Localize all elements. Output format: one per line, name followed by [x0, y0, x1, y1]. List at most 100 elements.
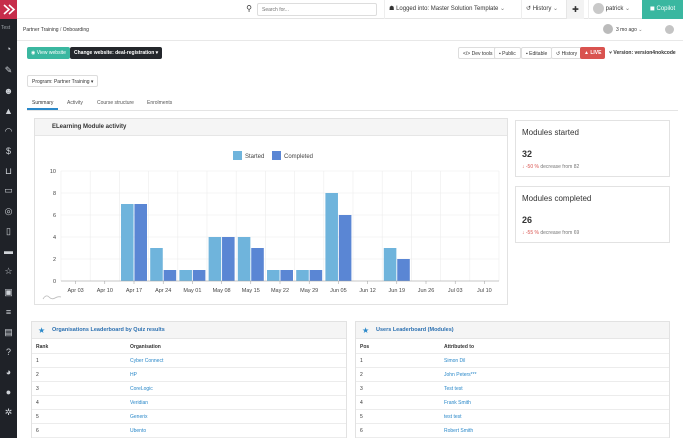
- time-ago-dropdown[interactable]: 3 mo ago ⌄: [616, 19, 642, 41]
- x-tick-label: May 08: [213, 288, 231, 294]
- x-tick-label: Jun 05: [330, 288, 347, 294]
- public-button[interactable]: ▪ Public: [494, 47, 521, 59]
- tab-course-structure[interactable]: Course structure: [97, 100, 134, 106]
- name-link[interactable]: Robert Smith: [444, 428, 474, 434]
- name-link[interactable]: John Peters***: [444, 372, 477, 378]
- tab-enrolments[interactable]: Enrolments: [147, 100, 173, 106]
- document-icon[interactable]: ▤: [4, 327, 13, 337]
- chat-icon[interactable]: ●: [5, 387, 12, 397]
- name-link[interactable]: Generix: [130, 414, 148, 420]
- x-tick-label: May 01: [183, 288, 201, 294]
- stat-change-note: decrease from 69: [540, 230, 580, 236]
- table-row: 6 Ubento: [32, 424, 346, 438]
- breadcrumb-current[interactable]: Onboarding: [62, 27, 89, 33]
- breadcrumb-root[interactable]: Partner Training: [23, 27, 59, 33]
- name-link[interactable]: Cyber Connect: [130, 358, 164, 364]
- users-leaderboard-header: ★ Users Leaderboard (Modules): [356, 322, 669, 339]
- cart-icon[interactable]: ⊔: [4, 166, 13, 176]
- help-icon[interactable]: ?: [5, 347, 11, 357]
- x-tick-label: Apr 17: [126, 288, 142, 294]
- id-card-icon[interactable]: ▭: [4, 185, 13, 195]
- name-link[interactable]: test test: [444, 414, 462, 420]
- range-selector-sparkline: [42, 295, 62, 300]
- add-user-icon[interactable]: ✚: [566, 0, 584, 19]
- chevron-down-icon: ⌄: [500, 6, 506, 12]
- rank-cell: 4: [36, 400, 39, 406]
- gift-icon[interactable]: ▣: [4, 287, 13, 297]
- name-link[interactable]: Simon Dil: [444, 358, 466, 364]
- monitor-icon[interactable]: ▬: [4, 246, 13, 256]
- y-tick-label: 2: [53, 257, 56, 263]
- org-leaderboard-title: Organisations Leaderboard by Quiz result…: [52, 327, 165, 333]
- clock-icon[interactable]: [603, 24, 613, 34]
- live-badge[interactable]: ▲ LIVE: [580, 47, 606, 59]
- rss-icon[interactable]: ◠: [4, 126, 13, 136]
- search-input[interactable]: [257, 3, 377, 16]
- bar-completed: [338, 215, 352, 281]
- name-link[interactable]: Ubento: [130, 428, 147, 434]
- breadcrumb-bar: Partner Training / Onboarding 3 mo ago ⌄: [17, 19, 683, 41]
- history-button[interactable]: ↺ History: [551, 47, 583, 59]
- pie-chart-icon[interactable]: ◕: [5, 367, 12, 377]
- table-row: 1 Cyber Connect: [32, 354, 346, 368]
- bar-started: [267, 270, 280, 281]
- settings-icon[interactable]: ✲: [4, 407, 13, 417]
- y-tick-label: 4: [53, 235, 56, 241]
- users-leaderboard-panel: ★ Users Leaderboard (Modules) Pos Attrib…: [355, 321, 670, 438]
- program-select[interactable]: Program: Partner Training ▾: [27, 75, 99, 87]
- rank-cell: 3: [36, 386, 39, 392]
- stat-change-pct: -50 %: [525, 164, 539, 170]
- users-icon[interactable]: ☻: [3, 86, 14, 96]
- bar-completed: [163, 270, 177, 281]
- brand-logo-icon[interactable]: [0, 0, 17, 19]
- rank-cell: 1: [360, 358, 363, 364]
- info-icon[interactable]: [665, 25, 674, 34]
- workspace-selector[interactable]: ☗ Logged into: Master Solution Template …: [384, 0, 531, 19]
- breadcrumb-separator: /: [59, 27, 63, 33]
- support-icon[interactable]: ◎: [4, 206, 13, 216]
- name-link[interactable]: HP: [130, 372, 137, 378]
- history-dropdown[interactable]: ↺ History ⌄: [521, 0, 571, 19]
- name-link[interactable]: CoreLogic: [130, 386, 153, 392]
- table-row: 4 Veridian: [32, 396, 346, 410]
- table-row: 3 Test test: [356, 382, 669, 396]
- x-tick-label: Jul 10: [477, 288, 492, 294]
- test-badge: Test: [1, 25, 11, 31]
- user-name: patrick: [605, 6, 624, 12]
- name-link[interactable]: Frank Smith: [444, 400, 471, 406]
- database-icon[interactable]: ≡: [5, 307, 12, 317]
- clipboard-icon[interactable]: ▯: [6, 226, 11, 236]
- bar-completed: [280, 270, 293, 281]
- graduation-cap-icon[interactable]: ▲: [4, 106, 13, 116]
- editable-label: Editable: [529, 51, 548, 57]
- version-selector[interactable]: ⑂ Version: version4nokcode: [605, 47, 680, 59]
- x-tick-label: Apr 24: [155, 288, 171, 294]
- edit-icon[interactable]: ✎: [4, 65, 13, 75]
- search-icon[interactable]: ⚲: [246, 4, 252, 13]
- user-menu[interactable]: patrick ⌄: [588, 0, 648, 19]
- copilot-button[interactable]: ◼ Copilot: [642, 0, 683, 19]
- name-link[interactable]: Test test: [444, 386, 463, 392]
- editable-button[interactable]: ▪ Editable: [521, 47, 553, 59]
- x-tick-label: Apr 03: [67, 288, 83, 294]
- dev-tools-button[interactable]: </> Dev tools: [458, 47, 498, 59]
- down-arrow-icon: ↓: [522, 164, 525, 170]
- column-header: Attributed to: [444, 344, 474, 350]
- tab-summary[interactable]: Summary: [27, 96, 59, 110]
- stat-change: ↓ -50 % decrease from 82: [522, 164, 579, 170]
- stat-value: 26: [522, 215, 533, 225]
- tab-activity[interactable]: Activity: [67, 100, 83, 106]
- dashboard-icon[interactable]: ◔: [5, 44, 12, 54]
- y-tick-label: 8: [53, 191, 56, 197]
- name-link[interactable]: Veridian: [130, 400, 149, 406]
- activity-chart-panel: ELearning Module activity Started Complet…: [34, 118, 508, 305]
- table-row: 5 test test: [356, 410, 669, 424]
- version-label: Version: version4nokcode: [613, 50, 676, 56]
- dollar-icon[interactable]: $: [5, 146, 11, 156]
- star-icon[interactable]: ☆: [4, 266, 13, 276]
- branch-icon: ⑂: [609, 50, 613, 56]
- stat-change-pct: -55 %: [525, 230, 539, 236]
- bar-completed: [222, 237, 235, 281]
- view-website-button[interactable]: ◉ View website: [27, 47, 70, 59]
- change-website-button[interactable]: Change website: deal-registration ▾: [70, 47, 163, 59]
